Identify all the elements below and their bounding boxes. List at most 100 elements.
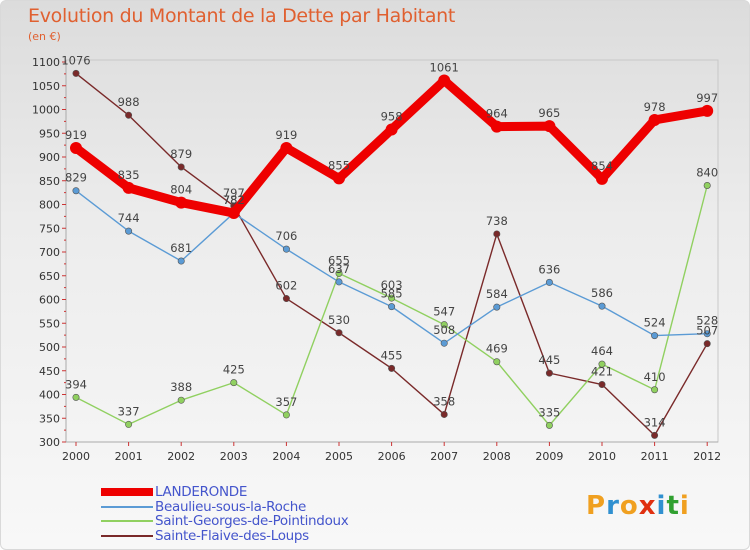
legend-label: Beaulieu-sous-la-Roche [155,498,306,515]
data-label: 855 [328,158,350,172]
data-label: 919 [65,128,87,142]
data-point [651,332,659,340]
data-label: 738 [486,214,508,228]
legend-swatch [101,534,153,537]
data-label: 782 [223,193,245,207]
data-point [701,104,714,117]
data-point [651,431,659,439]
logo-letter: i [679,491,690,521]
data-label: 997 [696,91,718,105]
axes: 3003504004505005506006507007508008509009… [32,56,721,463]
x-tick-label: 2010 [588,450,616,463]
legend-label: LANDERONDE [155,484,248,500]
data-point [598,381,606,389]
y-tick-label: 1100 [32,56,60,69]
logo-letter: P [586,491,607,521]
legend-label: Sainte-Flaive-des-Loups [155,527,309,544]
data-label: 964 [486,107,508,121]
data-point [493,230,501,238]
data-point [703,330,711,338]
y-tick-label: 700 [39,246,60,259]
chart-title: Evolution du Montant de la Dette par Hab… [28,5,456,27]
data-point [125,111,133,119]
data-point [598,302,606,310]
data-point [648,113,661,126]
data-label: 706 [275,229,297,243]
data-label: 603 [381,278,403,292]
y-tick-label: 400 [39,389,60,402]
data-label: 585 [381,287,403,301]
data-label: 879 [170,147,192,161]
data-point [175,196,188,209]
y-tick-label: 600 [39,294,60,307]
data-label: 445 [538,353,560,367]
data-label: 508 [433,323,455,337]
logo-letter: x [638,491,657,521]
data-label: 835 [118,168,140,182]
data-label: 1061 [430,61,459,75]
y-tick-label: 350 [39,412,60,425]
data-label: 421 [591,365,613,379]
legend-swatch [101,488,153,496]
x-tick-label: 2009 [535,450,563,463]
data-point [545,421,553,429]
data-label: 524 [644,316,666,330]
x-tick-label: 2008 [483,450,511,463]
series-layer [70,69,714,439]
data-point [493,358,501,366]
x-tick-label: 2006 [378,450,406,463]
y-tick-label: 550 [39,317,60,330]
x-tick-label: 2007 [430,450,458,463]
data-point [440,339,448,347]
data-point [177,163,185,171]
data-label: 965 [538,106,560,120]
data-point [490,120,503,133]
data-point [388,294,396,302]
data-label: 357 [275,395,297,409]
data-point [227,207,240,220]
data-point [335,269,343,277]
data-point [440,410,448,418]
data-label: 584 [486,287,508,301]
data-label: 854 [591,159,613,173]
data-label: 919 [275,128,297,142]
data-label: 988 [118,95,140,109]
logo-letter: o [619,491,639,521]
data-label: 681 [170,241,192,255]
data-point [70,141,82,154]
x-tick-label: 2012 [693,450,721,463]
data-point [333,172,345,185]
data-point [177,257,185,265]
data-point [545,369,553,377]
y-tick-label: 1000 [32,104,60,117]
y-tick-label: 850 [39,175,60,188]
data-label: 782 [223,193,245,207]
x-tick-label: 2000 [62,450,90,463]
data-label: 1076 [61,53,90,67]
data-point [596,172,608,185]
data-label: 744 [118,211,140,225]
data-point [280,141,293,154]
data-label: 840 [696,166,718,180]
data-point [438,74,451,87]
y-tick-label: 1050 [32,80,60,93]
data-point [385,123,398,136]
data-point [335,329,343,337]
unit-label: (en €) [28,30,61,43]
data-label: 425 [223,363,245,377]
data-point [282,295,290,303]
data-label: 337 [118,404,140,418]
data-label: 455 [381,348,403,362]
legend-label: Saint-Georges-de-Pointindoux [155,513,349,529]
logo-letter: r [606,491,620,521]
y-tick-label: 650 [39,270,60,283]
data-point [388,364,396,372]
data-point [230,379,238,387]
data-point [177,396,185,404]
data-label: 636 [538,262,560,276]
data-label: 410 [644,370,666,384]
x-tick-label: 2005 [325,450,353,463]
data-point [598,360,606,368]
